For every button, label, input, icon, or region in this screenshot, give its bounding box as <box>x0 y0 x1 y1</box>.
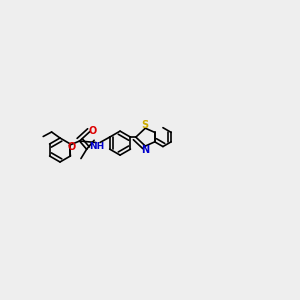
Text: NH: NH <box>89 142 104 151</box>
Text: O: O <box>68 142 76 152</box>
Text: S: S <box>141 120 148 130</box>
Text: O: O <box>88 125 97 136</box>
Text: N: N <box>142 145 150 154</box>
